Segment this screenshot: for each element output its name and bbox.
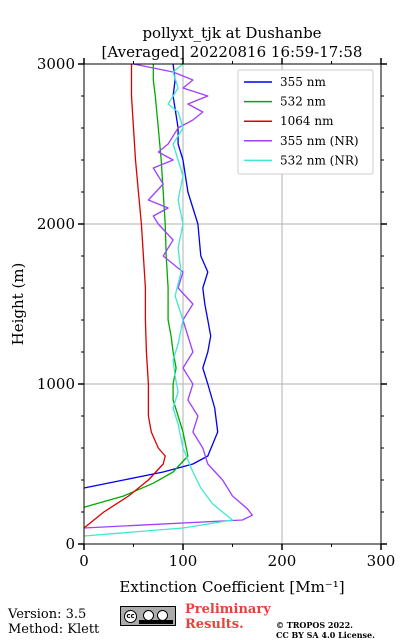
chart-subtitle: [Averaged] 20220816 16:59-17:58 (102, 43, 363, 61)
extinction-chart: pollyxt_tjk at Dushanbe [Averaged] 20220… (9, 24, 396, 596)
cc-license-band (139, 620, 173, 624)
legend-box (237, 69, 374, 175)
axis-ticks (78, 58, 387, 550)
copyright-line-1: © TROPOS 2022. (276, 620, 353, 630)
series-line-1 (83, 64, 189, 508)
preliminary-line-2: Results. (185, 617, 244, 632)
cc-icon: cc (124, 610, 137, 623)
x-axis-label: Extinction Coefficient [Mm⁻¹] (119, 578, 344, 596)
legend-label: 355 nm (NR) (280, 134, 359, 148)
preliminary-notice: Preliminary Results. (185, 602, 271, 632)
plot-series (83, 63, 253, 537)
legend-label: 355 nm (280, 75, 326, 89)
series-line-2 (83, 64, 166, 529)
legend: 355 nm 532 nm 1064 nm 355 nm (NR) 532 nm (NR… (237, 69, 374, 175)
x-tick-label: 100 (169, 552, 198, 570)
y-tick-label: 3000 (37, 55, 75, 73)
copyright-line-2: CC BY SA 4.0 License. (276, 630, 375, 640)
legend-label: 1064 nm (280, 114, 334, 128)
x-tick-label: 0 (79, 552, 89, 570)
copyright-notice: © TROPOS 2022. CC BY SA 4.0 License. (276, 620, 375, 640)
legend-label: 532 nm (280, 95, 326, 109)
preliminary-line-1: Preliminary (185, 602, 271, 617)
x-tick-label: 200 (268, 552, 297, 570)
x-tick-label: 300 (367, 552, 396, 570)
y-tick-label: 0 (65, 535, 75, 553)
series-line-4 (83, 63, 234, 537)
cc-license-logo: cc (120, 606, 176, 626)
chart-title: pollyxt_tjk at Dushanbe (142, 24, 321, 42)
method-text: Method: Klett (8, 622, 100, 637)
y-axis-label: Height (m) (9, 263, 27, 346)
version-text: Version: 3.5 (8, 607, 87, 622)
series-line-0 (83, 63, 219, 489)
series-line-3 (83, 63, 253, 529)
legend-label: 532 nm (NR) (280, 153, 359, 167)
y-tick-label: 1000 (37, 375, 75, 393)
y-tick-label: 2000 (37, 215, 75, 233)
